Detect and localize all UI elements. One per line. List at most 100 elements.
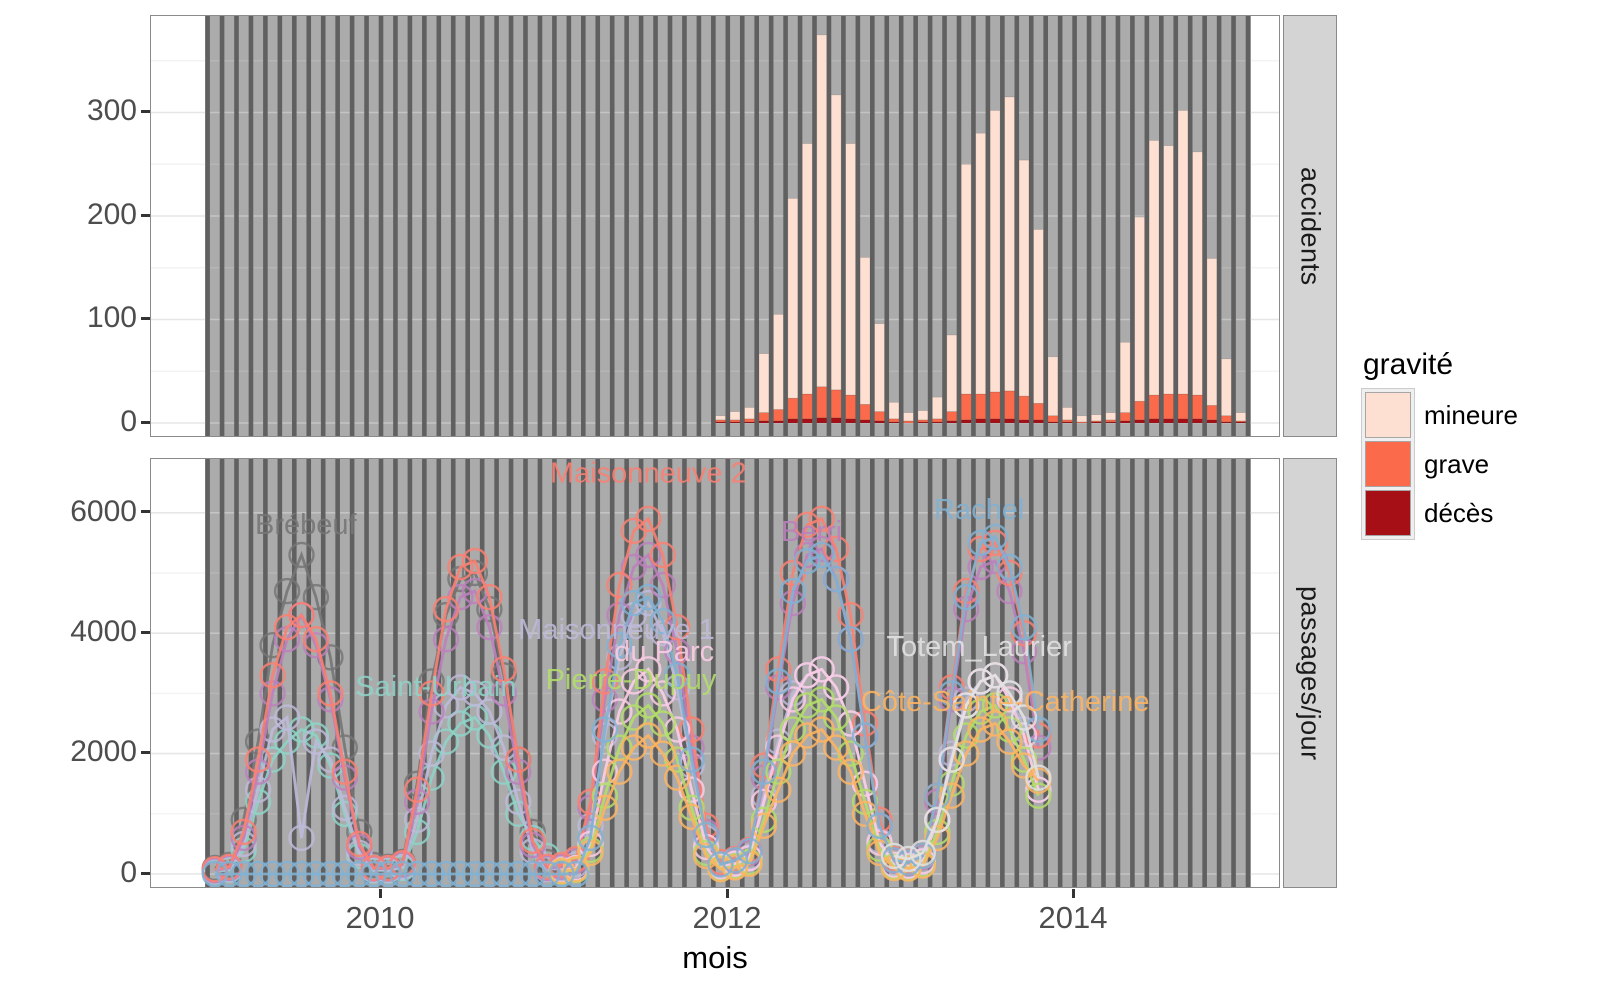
point-Rachel [981,523,1009,551]
point-Rachel [244,860,272,887]
bar-segment-grave [758,412,770,422]
bar-segment-grave [1148,394,1160,420]
bar-segment-deces [816,417,827,424]
bar-segment-deces [1163,418,1174,424]
point-Maisonneuve 2 [331,758,359,785]
point-Rachel [765,668,792,695]
accident-bars [715,34,1246,424]
point-du Parc [794,662,821,689]
point-Côte-Sainte-Catherine [765,776,792,803]
point-Rachel [822,565,850,593]
point-Pierre-Dupuy [765,758,792,785]
bar-segment-grave [975,393,986,420]
legend-swatch-deces [1365,490,1411,536]
point-Maisonneuve 2 [374,854,402,882]
point-Côte-Sainte-Catherine [924,824,951,852]
bar-segment-mineure [1076,415,1088,423]
line-Rachel [214,535,1040,876]
point-Rachel [216,860,243,887]
bar-segment-mineure [1105,412,1116,421]
point-Totem_Laurier [895,845,922,873]
bar-segment-mineure [1004,96,1015,392]
ytick-bot-2000: 2000 [70,735,137,768]
bar-segment-grave [1134,400,1145,421]
bar-segment-mineure [1148,140,1160,396]
point-Rachel [447,860,474,887]
point-Maisonneuve 2 [591,668,619,695]
point-Côte-Sainte-Catherine [837,758,864,785]
point-Pierre-Dupuy [794,692,821,719]
point-Maisonneuve 2 [808,505,835,532]
legend-title: gravité [1363,348,1454,381]
series-label: Rachel [934,494,1024,526]
point-Rachel [375,860,402,887]
bar-segment-mineure [787,198,799,399]
bar-segment-mineure [830,94,842,391]
point-Maisonneuve 2 [317,680,344,707]
bar-segment-mineure [1221,358,1232,417]
point-du Parc [996,686,1023,713]
bar-segment-grave [715,419,726,423]
facet-strip-accidents-label: accidents [1295,166,1326,286]
point-Côte-Sainte-Catherine [779,740,806,767]
bar-segment-deces [830,417,842,424]
point-Rachel [707,851,734,878]
point-Rachel [649,607,676,635]
point-Rachel [288,860,315,887]
bar-segment-mineure [1235,412,1246,422]
point-Maisonneuve 2 [360,854,388,882]
point-Rachel [967,529,994,557]
bar-segment-mineure [888,401,900,420]
ytickmark [141,421,150,424]
bar-segment-mineure [729,411,741,421]
point-Maisonneuve 1 [461,680,489,707]
point-Maisonneuve 1 [447,674,474,701]
series-label: Maisonneuve 2 [550,459,747,490]
series-label: Pierre-Dupuy [546,664,717,696]
accidents-chart [151,16,1279,436]
point-Rachel [360,860,387,887]
point-Maisonneuve 2 [403,776,431,803]
point-Maisonneuve 1 [273,704,301,731]
point-Rachel [678,746,705,773]
bar-segment-grave [946,411,957,422]
point-Rachel [635,583,662,611]
bar-segment-mineure [989,110,1001,393]
xtickmark [726,889,729,898]
bar-segment-deces [802,418,813,424]
xtick-2012: 2012 [692,900,762,935]
bar-segment-grave [1206,405,1218,421]
point-Côte-Sainte-Catherine [996,728,1023,755]
point-Totem_Laurier [909,839,936,867]
bar-segment-mineure [1091,414,1102,422]
bar-segment-grave [859,404,871,421]
point-Brébeuf [288,541,315,569]
point-Rachel [230,860,257,887]
point-Maisonneuve 2 [302,625,330,653]
bar-segment-deces [845,418,856,424]
point-Maisonneuve 2 [996,559,1023,587]
bar-segment-mineure [744,407,755,420]
point-Côte-Sainte-Catherine [721,854,749,881]
point-Maisonneuve 2 [461,547,489,575]
point-Rachel [866,812,893,839]
bar-segment-deces [1033,419,1044,424]
point-Rachel [953,583,980,611]
series-labels: Brébeuf Saint-Urbain Maisonneuve 2 Maisonne… [255,459,1149,718]
ytickmark [141,872,150,875]
bar-segment-grave [989,391,1001,420]
point-Pierre-Dupuy [750,806,778,833]
legend-label-grave: grave [1424,449,1490,479]
ytickmark [141,317,150,320]
point-Maisonneuve 2 [476,583,503,611]
legend-label-mineure: mineure [1424,400,1518,430]
point-Côte-Sainte-Catherine [692,842,720,870]
point-Maisonneuve 2 [678,716,705,743]
bar-segment-grave [932,418,943,423]
point-Maisonneuve 1 [331,794,359,821]
point-Saint-Urbain [331,800,359,827]
point-Totem_Laurier [996,680,1023,707]
bar-segment-grave [744,418,755,423]
bar-segment-grave [773,409,784,422]
xtickmark [379,889,382,898]
